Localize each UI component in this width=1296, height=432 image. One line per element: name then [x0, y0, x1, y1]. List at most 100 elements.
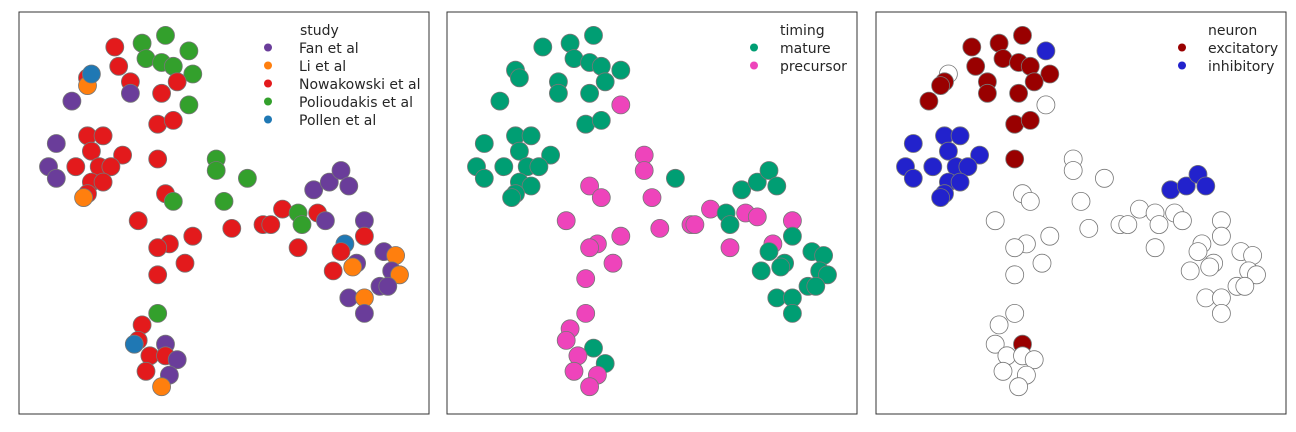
data-point	[1005, 265, 1025, 285]
data-point	[315, 211, 335, 231]
data-point	[576, 114, 596, 134]
data-point	[720, 215, 740, 235]
data-point	[222, 218, 242, 238]
data-point	[818, 265, 837, 285]
legend-marker	[264, 115, 272, 124]
data-point	[354, 226, 374, 246]
data-point	[751, 261, 771, 281]
data-point	[152, 83, 172, 103]
data-point	[82, 64, 101, 84]
data-point	[148, 114, 168, 134]
panel-timing: timing mature precursor	[446, 11, 858, 415]
data-point	[343, 257, 363, 277]
data-point	[962, 37, 982, 57]
data-point	[1118, 215, 1138, 235]
data-point	[584, 338, 603, 358]
legend-marker	[264, 97, 272, 106]
data-point	[1149, 215, 1169, 235]
data-point	[1009, 377, 1028, 397]
data-point	[966, 56, 986, 76]
data-point	[152, 377, 172, 397]
data-point	[179, 41, 199, 61]
points-layer	[896, 26, 1266, 397]
data-point	[288, 238, 308, 258]
data-point	[101, 157, 121, 177]
legend-label: Pollen et al	[299, 113, 376, 129]
data-point	[105, 37, 125, 57]
data-point	[1013, 26, 1032, 45]
data-point	[474, 134, 494, 153]
data-point	[1005, 303, 1025, 323]
points-layer	[467, 26, 837, 397]
legend-title: neuron	[1208, 23, 1257, 39]
data-point	[156, 26, 175, 45]
data-point	[390, 265, 409, 285]
data-point	[1212, 303, 1231, 323]
data-point	[1040, 226, 1060, 246]
data-point	[1243, 246, 1262, 265]
data-point	[331, 161, 351, 180]
data-point	[354, 303, 374, 323]
data-point	[783, 226, 802, 246]
data-point	[556, 330, 576, 350]
data-point	[494, 157, 514, 177]
data-point	[611, 226, 631, 246]
legend-marker	[264, 79, 272, 88]
data-point	[568, 346, 588, 366]
data-point	[1020, 111, 1040, 130]
data-point	[950, 172, 970, 192]
data-point	[720, 238, 740, 258]
data-point	[510, 68, 529, 88]
data-point	[919, 91, 939, 111]
data-point	[1009, 83, 1028, 103]
legend-label: Nowakowski et al	[299, 77, 420, 93]
data-point	[549, 83, 568, 103]
data-point	[93, 126, 113, 146]
data-point	[685, 215, 705, 235]
data-point	[1020, 191, 1040, 211]
data-point	[319, 172, 339, 192]
data-point	[378, 276, 398, 296]
legend: neuron excitatory inhibitory	[1178, 23, 1278, 75]
data-point	[580, 238, 599, 258]
data-point	[304, 180, 324, 200]
points-layer	[39, 26, 409, 397]
data-point	[273, 199, 292, 219]
data-point	[993, 361, 1013, 381]
data-point	[747, 172, 767, 192]
data-point	[634, 161, 654, 180]
data-point	[261, 215, 281, 235]
data-point	[989, 315, 1009, 335]
legend-label: excitatory	[1208, 41, 1278, 57]
data-point	[529, 157, 549, 177]
data-point	[1180, 261, 1200, 281]
data-point	[1024, 72, 1044, 92]
data-point	[46, 134, 66, 153]
data-point	[1063, 161, 1083, 180]
data-point	[950, 126, 970, 146]
data-point	[970, 145, 989, 165]
legend-marker	[750, 43, 758, 52]
data-point	[339, 176, 359, 196]
data-point	[113, 145, 132, 165]
data-point	[183, 64, 203, 84]
legend-label: Polioudakis et al	[299, 95, 413, 111]
legend-items: Fan et al Li et al Nowakowski et al Polioud…	[264, 41, 420, 129]
data-point	[128, 211, 148, 231]
panel-neuron: neuron excitatory inhibitory	[875, 11, 1287, 415]
data-point	[584, 26, 603, 45]
data-point	[1130, 199, 1149, 219]
legend-label: mature	[780, 41, 831, 57]
data-point	[989, 33, 1009, 53]
data-point	[580, 176, 599, 196]
data-point	[163, 191, 183, 211]
data-point	[292, 215, 312, 235]
data-point	[148, 149, 168, 169]
data-point	[167, 350, 187, 370]
data-point	[939, 141, 958, 161]
data-point	[931, 188, 950, 208]
data-point	[132, 33, 152, 53]
data-point	[1005, 238, 1025, 258]
data-point	[903, 134, 923, 153]
data-point	[46, 168, 66, 188]
